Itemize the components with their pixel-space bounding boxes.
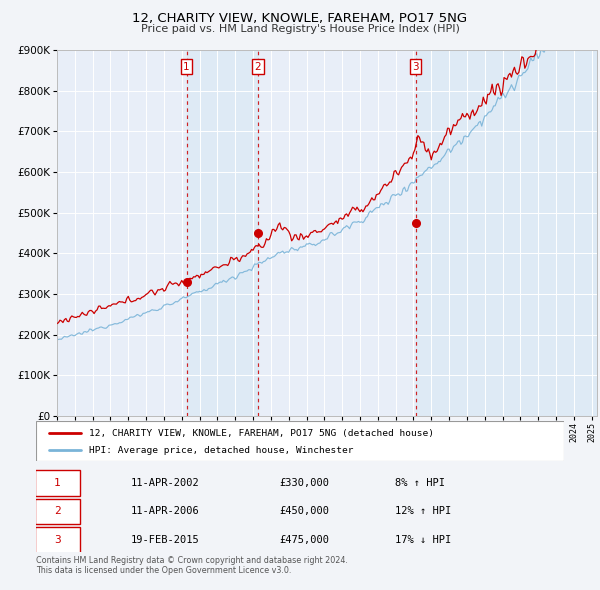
Bar — [187, 50, 258, 416]
Text: 17% ↓ HPI: 17% ↓ HPI — [395, 535, 451, 545]
FancyBboxPatch shape — [35, 470, 80, 496]
Text: 12, CHARITY VIEW, KNOWLE, FAREHAM, PO17 5NG (detached house): 12, CHARITY VIEW, KNOWLE, FAREHAM, PO17 … — [89, 429, 434, 438]
Text: 3: 3 — [412, 61, 419, 71]
Text: 2: 2 — [254, 61, 261, 71]
Text: 2: 2 — [54, 506, 61, 516]
Text: HPI: Average price, detached house, Winchester: HPI: Average price, detached house, Winc… — [89, 445, 353, 455]
FancyBboxPatch shape — [35, 499, 80, 525]
Text: Contains HM Land Registry data © Crown copyright and database right 2024.: Contains HM Land Registry data © Crown c… — [36, 556, 348, 565]
FancyBboxPatch shape — [36, 421, 564, 461]
Text: Price paid vs. HM Land Registry's House Price Index (HPI): Price paid vs. HM Land Registry's House … — [140, 24, 460, 34]
Text: 12% ↑ HPI: 12% ↑ HPI — [395, 506, 451, 516]
FancyBboxPatch shape — [35, 527, 80, 552]
Text: 8% ↑ HPI: 8% ↑ HPI — [395, 478, 445, 488]
Text: This data is licensed under the Open Government Licence v3.0.: This data is licensed under the Open Gov… — [36, 566, 292, 575]
Text: 11-APR-2002: 11-APR-2002 — [131, 478, 200, 488]
Bar — [416, 50, 597, 416]
Text: 12, CHARITY VIEW, KNOWLE, FAREHAM, PO17 5NG: 12, CHARITY VIEW, KNOWLE, FAREHAM, PO17 … — [133, 12, 467, 25]
Text: 11-APR-2006: 11-APR-2006 — [131, 506, 200, 516]
Text: £475,000: £475,000 — [279, 535, 329, 545]
Text: 19-FEB-2015: 19-FEB-2015 — [131, 535, 200, 545]
Text: £450,000: £450,000 — [279, 506, 329, 516]
Text: £330,000: £330,000 — [279, 478, 329, 488]
Text: 1: 1 — [183, 61, 190, 71]
Text: 3: 3 — [54, 535, 61, 545]
Text: 1: 1 — [54, 478, 61, 488]
